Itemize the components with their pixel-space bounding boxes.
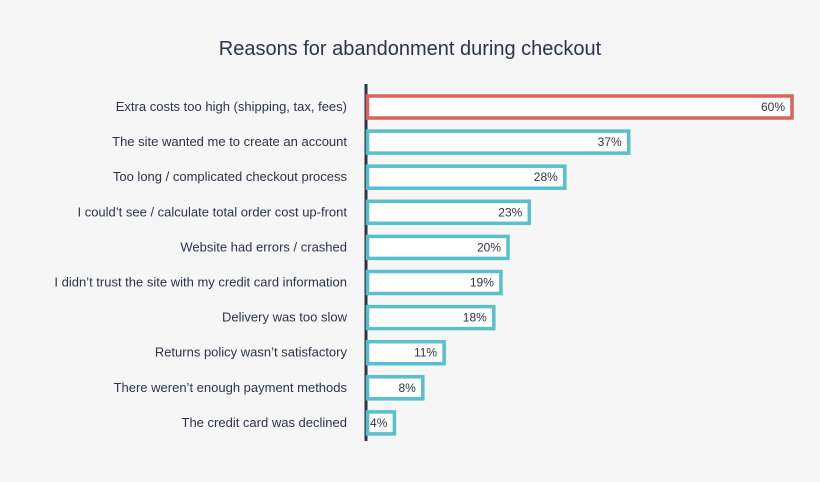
bar bbox=[365, 410, 397, 436]
data-label: 37% bbox=[598, 135, 622, 149]
category-label: Too long / complicated checkout process bbox=[113, 169, 348, 184]
category-label: There weren’t enough payment methods bbox=[114, 380, 348, 395]
data-label: 19% bbox=[470, 276, 494, 290]
bar bbox=[365, 199, 532, 226]
bar bbox=[365, 304, 496, 331]
bar bbox=[365, 375, 425, 401]
data-label: 11% bbox=[414, 346, 437, 360]
category-label: The site wanted me to create an account bbox=[112, 134, 347, 149]
category-label: Extra costs too high (shipping, tax, fee… bbox=[116, 99, 347, 114]
data-label: 4% bbox=[370, 416, 388, 430]
data-label: 8% bbox=[398, 381, 416, 395]
bar bbox=[365, 129, 631, 155]
data-label: 23% bbox=[498, 205, 522, 219]
category-label: I could’t see / calculate total order co… bbox=[77, 204, 347, 219]
category-label: Website had errors / crashed bbox=[180, 239, 347, 254]
data-label: 28% bbox=[534, 170, 558, 184]
bar bbox=[365, 164, 567, 190]
data-label: 20% bbox=[477, 240, 501, 254]
bar bbox=[365, 269, 503, 296]
category-label: Returns policy wasn’t satisfactory bbox=[155, 345, 348, 360]
bar bbox=[365, 339, 446, 366]
category-label: I didn’t trust the site with my credit c… bbox=[54, 275, 347, 290]
bar bbox=[365, 234, 510, 261]
data-label: 60% bbox=[761, 100, 785, 114]
category-label: Delivery was too slow bbox=[222, 310, 348, 325]
data-label: 18% bbox=[463, 311, 487, 325]
category-label: The credit card was declined bbox=[182, 415, 347, 430]
bar bbox=[365, 94, 794, 120]
chart-title: Reasons for abandonment during checkout bbox=[218, 38, 602, 60]
